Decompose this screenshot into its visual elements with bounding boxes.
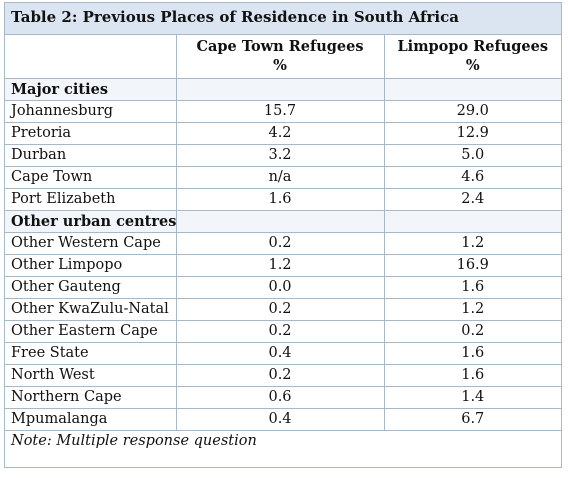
cape-town-percent-cell: 0.2 [175,231,385,255]
limpopo-percent-cell: 12.9 [383,121,561,145]
limpopo-percent-cell: 1.2 [383,231,561,255]
limpopo-percent-cell: 4.6 [383,165,561,189]
place-name-cell: Other Eastern Cape [5,319,177,343]
cape-town-percent-cell: 15.7 [175,99,385,123]
limpopo-percent-cell: 29.0 [383,99,561,123]
table-row: Durban 3.2 5.0 [5,143,561,167]
limpopo-percent-cell: 5.0 [383,143,561,167]
place-name-cell: Other Western Cape [5,231,177,255]
table-row: North West 0.2 1.6 [5,363,561,387]
place-name-cell: Mpumalanga [5,407,177,431]
place-name-cell: North West [5,363,177,387]
table-row: Other KwaZulu-Natal 0.2 1.2 [5,297,561,321]
limpopo-percent-cell: 1.6 [383,341,561,365]
place-name-cell: Northern Cape [5,385,177,409]
note-row: Note: Multiple response question [5,429,561,452]
cape-town-percent-cell: 1.6 [175,187,385,211]
cape-town-percent-cell: 3.2 [175,143,385,167]
cape-town-percent-cell: 4.2 [175,121,385,145]
header-place [5,35,177,79]
place-name-cell: Other Gauteng [5,275,177,299]
cape-town-percent-cell: n/a [175,165,385,189]
cape-town-percent-cell: 0.2 [175,297,385,321]
table-row: Mpumalanga 0.4 6.7 [5,407,561,431]
place-name-cell: Durban [5,143,177,167]
table-row: Northern Cape 0.6 1.4 [5,385,561,409]
cape-town-percent-cell: 0.2 [175,363,385,387]
limpopo-percent-cell: 1.6 [383,275,561,299]
header-cape-town-unit: % [273,57,287,75]
table-body: Major cities Johannesburg 15.7 29.0 Pretoria… [5,78,561,452]
header-cape-town: Cape Town Refugees % [175,35,385,79]
place-name-cell: Free State [5,341,177,365]
limpopo-percent-cell: 1.6 [383,363,561,387]
table-row: Johannesburg 15.7 29.0 [5,99,561,123]
table-row: Pretoria 4.2 12.9 [5,121,561,145]
table-row: Other Limpopo 1.2 16.9 [5,253,561,277]
limpopo-percent-cell: 6.7 [383,407,561,431]
limpopo-percent-cell: 2.4 [383,187,561,211]
residence-table: Cape Town Refugees % Limpopo Refugees % … [5,35,561,452]
cape-town-percent-cell: 1.2 [175,253,385,277]
header-limpopo: Limpopo Refugees % [383,35,561,79]
limpopo-percent-cell: 0.2 [383,319,561,343]
table-row: Other Eastern Cape 0.2 0.2 [5,319,561,343]
section-row: Other urban centres [5,209,561,233]
cape-town-percent-cell: 0.6 [175,385,385,409]
section-empty-cell [175,78,385,101]
table-caption: Table 2: Previous Places of Residence in… [5,3,561,35]
cape-town-percent-cell: 0.4 [175,407,385,431]
place-name-cell: Other Limpopo [5,253,177,277]
section-empty-cell [383,78,561,101]
section-title: Other urban centres [5,209,177,233]
cape-town-percent-cell: 0.2 [175,319,385,343]
section-empty-cell [175,209,385,233]
place-name-cell: Cape Town [5,165,177,189]
place-name-cell: Pretoria [5,121,177,145]
table-note: Note: Multiple response question [5,429,561,452]
residence-table-container: Table 2: Previous Places of Residence in… [4,2,562,468]
header-limpopo-unit: % [465,57,480,75]
place-name-cell: Johannesburg [5,99,177,123]
cape-town-percent-cell: 0.0 [175,275,385,299]
place-name-cell: Port Elizabeth [5,187,177,211]
place-name-cell: Other KwaZulu-Natal [5,297,177,321]
table-row: Free State 0.4 1.6 [5,341,561,365]
table-header-row: Cape Town Refugees % Limpopo Refugees % [5,35,561,79]
table-row: Other Western Cape 0.2 1.2 [5,231,561,255]
header-limpopo-label: Limpopo Refugees [397,38,549,56]
section-empty-cell [383,209,561,233]
table-row: Port Elizabeth 1.6 2.4 [5,187,561,211]
cape-town-percent-cell: 0.4 [175,341,385,365]
limpopo-percent-cell: 1.2 [383,297,561,321]
section-title: Major cities [5,78,177,101]
limpopo-percent-cell: 16.9 [383,253,561,277]
table-row: Cape Town n/a 4.6 [5,165,561,189]
table-row: Other Gauteng 0.0 1.6 [5,275,561,299]
header-cape-town-label: Cape Town Refugees [196,38,364,56]
limpopo-percent-cell: 1.4 [383,385,561,409]
section-row: Major cities [5,78,561,101]
